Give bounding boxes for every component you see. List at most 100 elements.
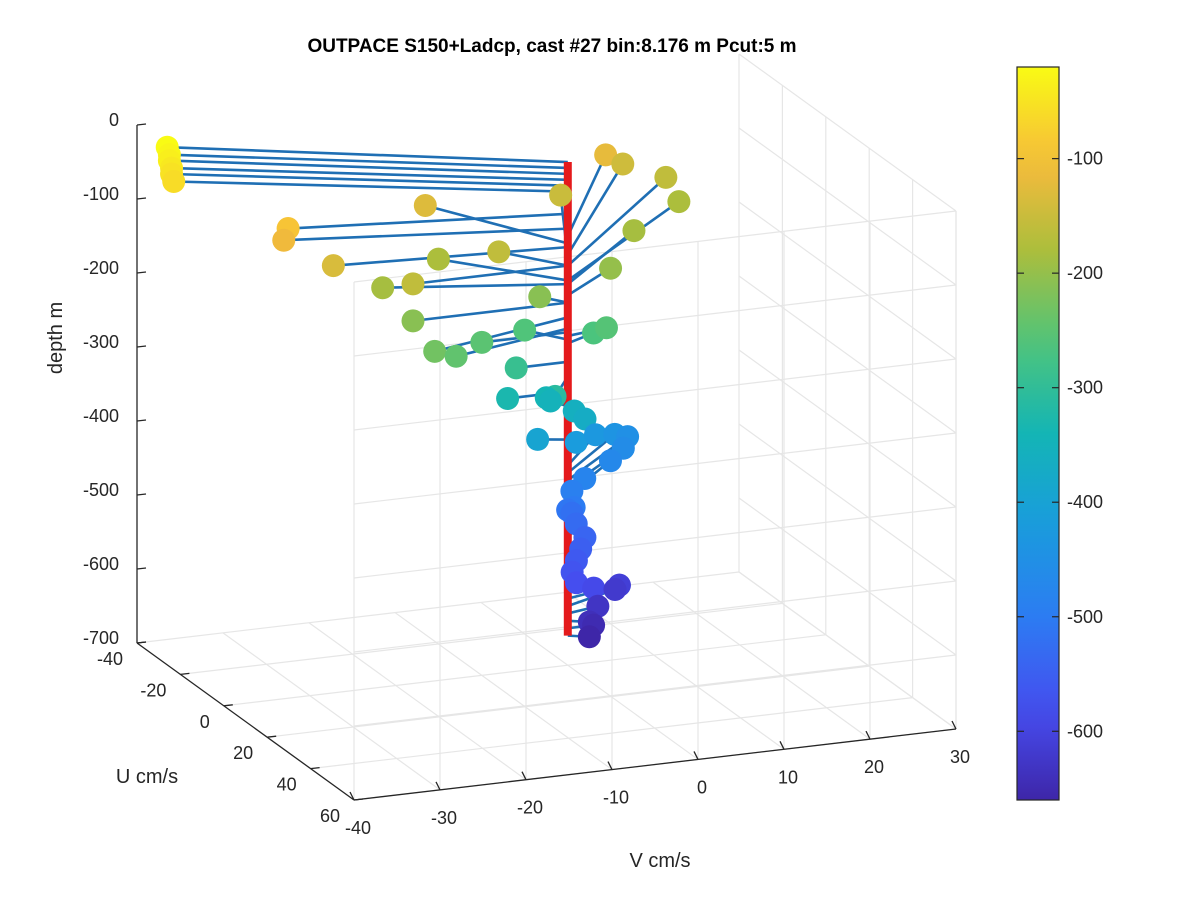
grid-line [267, 665, 870, 738]
grid-line [353, 654, 957, 727]
colorbar-tick-label: -400 [1067, 492, 1103, 512]
velocity-stick [566, 176, 667, 267]
data-point [426, 247, 450, 271]
colorbar-tick-label: -600 [1067, 721, 1103, 741]
data-point [423, 339, 447, 363]
colorbar-tick-label: -100 [1067, 149, 1103, 169]
data-point [162, 170, 186, 194]
colorbar: -100 -200 -300 -400 -500 -600 [1016, 66, 1103, 801]
velocity-stick [438, 257, 569, 282]
x-tick-label: 30 [950, 747, 970, 767]
data-point [528, 285, 552, 309]
data-point [272, 228, 296, 252]
tick-labels: 0-100-200-300-400-500-600-700-40-2002040… [83, 110, 970, 838]
x-tick-mark [693, 751, 699, 760]
grid-line [353, 432, 957, 505]
axes-box [136, 123, 957, 801]
data-point [611, 152, 635, 176]
grid-line [353, 358, 957, 431]
data-point [622, 219, 646, 243]
z-tick-label: -400 [83, 406, 119, 426]
grid-line [738, 497, 957, 656]
data-point [582, 576, 606, 600]
y-tick-label: 0 [200, 712, 210, 732]
y-tick-label: 20 [233, 743, 253, 763]
data-point [513, 318, 537, 342]
z-tick-mark [136, 345, 147, 348]
data-point [577, 625, 601, 649]
x-axis-label: V cm/s [629, 850, 690, 872]
grid-line [738, 571, 957, 730]
z-axis-label: depth m [45, 302, 67, 374]
velocity-stick [566, 154, 607, 237]
data-point [526, 427, 550, 451]
grid-line [222, 632, 441, 791]
data-point [371, 276, 395, 300]
data-point [504, 356, 528, 380]
x-tick-mark [779, 740, 785, 750]
x-axis-line [353, 728, 957, 801]
grid-line [738, 53, 957, 212]
y-tick-label: 60 [320, 806, 340, 826]
y-tick-label: -20 [140, 680, 166, 700]
y-tick-label: 40 [277, 775, 297, 795]
data-point [487, 240, 511, 264]
data-point [401, 272, 425, 296]
x-tick-label: -30 [431, 808, 457, 828]
z-tick-label: -700 [83, 628, 119, 648]
data-point [583, 423, 607, 447]
z-tick-label: -600 [83, 554, 119, 574]
x-tick-mark [435, 781, 441, 791]
grid-line [738, 127, 957, 286]
z-tick-label: -100 [83, 184, 119, 204]
y-tick-mark [310, 766, 320, 770]
velocity-stick [169, 159, 568, 176]
grid-line [566, 591, 785, 750]
velocity-stick [171, 166, 568, 182]
data-point [594, 316, 618, 340]
grid-line [394, 612, 613, 771]
z-tick-mark [136, 567, 147, 570]
velocity-stick [424, 204, 569, 245]
grid-line [738, 349, 957, 508]
colorbar-tick-label: -200 [1067, 263, 1103, 283]
velocity-stick [171, 172, 568, 188]
x-tick-label: -10 [603, 788, 629, 808]
data-point [594, 143, 618, 167]
velocity-stick [169, 153, 568, 170]
grid-line [353, 580, 957, 653]
data-point [654, 165, 678, 189]
grid-line [310, 697, 913, 770]
grid-line [223, 634, 826, 707]
velocity-stick [173, 180, 568, 193]
data-point [549, 183, 573, 207]
data-point [401, 309, 425, 333]
colorbar-gradient [1016, 66, 1060, 801]
data-point [413, 193, 437, 217]
colorbar-tick-label: -300 [1067, 378, 1103, 398]
data-point [539, 389, 563, 413]
data-point [667, 190, 691, 214]
grid-line [180, 602, 783, 675]
y-tick-mark [353, 798, 364, 801]
y-tick-mark [223, 704, 233, 707]
grid-line [136, 571, 740, 644]
data-point [444, 344, 468, 368]
y-axis-line [136, 642, 355, 801]
grid-line [738, 423, 957, 582]
grid-line [652, 581, 871, 740]
colorbar-tick-label: -500 [1067, 607, 1103, 627]
velocity-stick [566, 163, 624, 256]
velocity-stick [412, 264, 568, 286]
grid-line [738, 201, 957, 360]
z-tick-label: 0 [109, 110, 119, 130]
z-tick-mark [136, 493, 147, 496]
velocity-stick [567, 200, 680, 282]
grid-line [308, 622, 527, 781]
y-tick-mark [180, 672, 190, 676]
data-point [564, 430, 588, 454]
data-point [603, 578, 627, 602]
z-tick-mark [136, 197, 147, 200]
z-tick-mark [136, 271, 147, 274]
x-tick-label: -40 [345, 818, 371, 838]
